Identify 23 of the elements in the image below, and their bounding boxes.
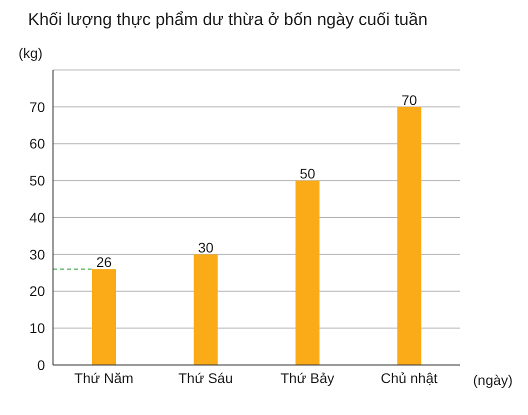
- y-tick-label: 20: [29, 283, 46, 300]
- y-tick-label: 50: [29, 172, 46, 189]
- x-tick-label: Chủ nhật: [380, 370, 438, 386]
- data-label: 50: [300, 166, 316, 182]
- bar: [296, 180, 320, 365]
- bar: [92, 269, 116, 365]
- y-tick-label: 70: [29, 98, 46, 115]
- data-label: 70: [401, 92, 418, 108]
- bar: [397, 106, 422, 365]
- x-tick-label: Thứ Bảy: [280, 370, 334, 386]
- y-tick-label: 10: [29, 320, 46, 336]
- y-tick-label: 0: [37, 356, 46, 373]
- y-axis-title: (kg): [18, 45, 43, 61]
- x-axis-title: (ngày): [473, 372, 513, 388]
- data-label: 26: [96, 254, 112, 270]
- chart-title: Khối lượng thực phẩm dư thừa ở bốn ngày cuối tuần: [27, 9, 429, 31]
- x-tick-label: Thứ Năm: [74, 370, 134, 386]
- y-tick-label: 30: [29, 246, 46, 262]
- y-tick-label: 40: [29, 209, 46, 226]
- bar: [194, 254, 218, 365]
- y-tick-label: 60: [29, 136, 46, 152]
- data-label: 30: [198, 239, 214, 256]
- x-tick-label: Thứ Sáu: [178, 370, 233, 386]
